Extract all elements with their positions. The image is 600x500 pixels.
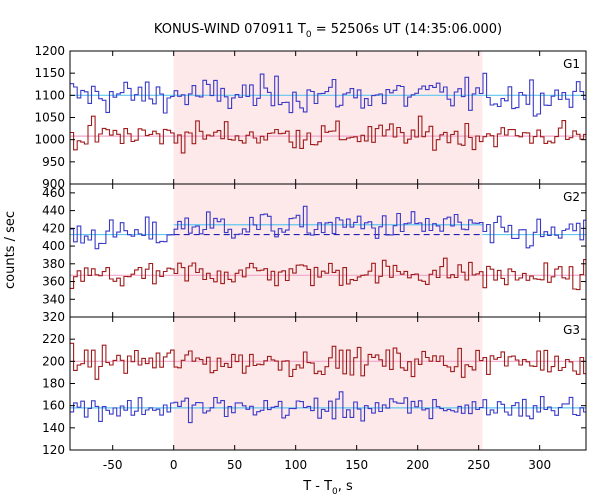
panel-g1: 900 950 1000 1050 1100 1150 1200 G1 [34, 44, 587, 191]
x-tick-label: 50 [227, 458, 242, 472]
x-tick-label: 150 [345, 458, 368, 472]
y-tick-label: 1000 [34, 133, 65, 147]
chart-title: KONUS-WIND 070911 T0 = 52506s UT (14:35:… [154, 22, 502, 40]
y-tick-label: 1200 [34, 44, 65, 58]
light-curve-series-2 [70, 257, 586, 291]
highlight-interval [173, 317, 483, 450]
y-tick-label: 380 [42, 257, 65, 271]
y-tick-label: 440 [42, 204, 65, 218]
x-tick-label: 100 [284, 458, 307, 472]
light-curve-series-2 [70, 115, 586, 154]
y-tick-label: 320 [42, 310, 65, 324]
light-curve-series-1 [70, 342, 586, 380]
y-tick-label: 460 [42, 186, 65, 200]
y-tick-label: 1150 [34, 66, 65, 80]
y-tick-label: 1100 [34, 88, 65, 102]
y-tick-label: 400 [42, 239, 65, 253]
highlight-interval [173, 51, 483, 184]
y-tick-label: 200 [42, 354, 65, 368]
x-tick-label: 200 [406, 458, 429, 472]
chart-panels: 90095010001050110011501200G1320340360380… [34, 44, 587, 472]
x-tick-label: -50 [103, 458, 123, 472]
y-tick-label: 220 [42, 332, 65, 346]
y-tick-label: 180 [42, 377, 65, 391]
panel-label: G2 [563, 190, 580, 204]
panel-g2: 320 340 360 380 400 420 440 460 G2 [42, 183, 587, 324]
y-tick-label: 120 [42, 443, 65, 457]
y-tick-label: 160 [42, 399, 65, 413]
x-tick-label: 250 [467, 458, 490, 472]
x-axis-label: T - T0, s [302, 479, 353, 497]
y-axis-label: counts / sec [3, 211, 18, 289]
light-curve-series-1 [70, 72, 586, 117]
y-tick-label: 420 [42, 221, 65, 235]
y-tick-label: 950 [42, 155, 65, 169]
y-tick-label: 360 [42, 275, 65, 289]
x-tick-label: 300 [528, 458, 551, 472]
y-tick-label: 900 [42, 177, 65, 191]
y-tick-label: 1050 [34, 111, 65, 125]
y-tick-label: 340 [42, 292, 65, 306]
light-curve-series-2 [70, 391, 586, 424]
highlight-interval [173, 184, 483, 317]
y-tick-label: 140 [42, 421, 65, 435]
panel-label: G3 [563, 323, 580, 337]
x-tick-label: 0 [170, 458, 178, 472]
panel-label: G1 [563, 57, 580, 71]
light-curve-series-1 [70, 205, 586, 250]
panel-g3: 120 140 160 180 200 220 G3 [42, 316, 587, 457]
